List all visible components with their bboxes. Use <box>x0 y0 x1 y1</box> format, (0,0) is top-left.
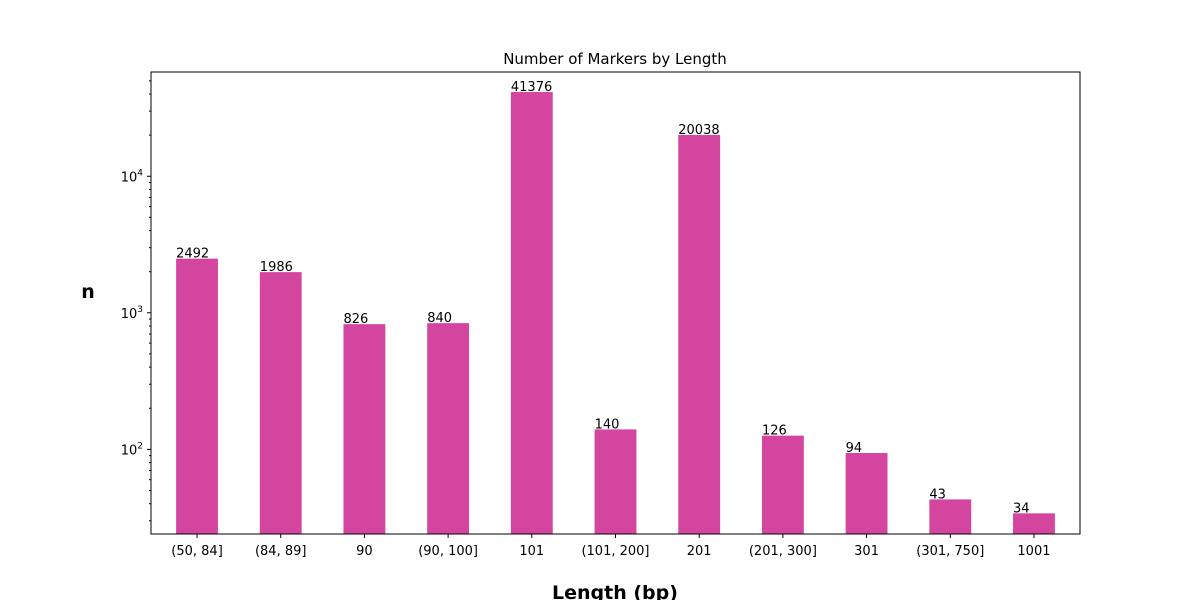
bar <box>845 453 888 534</box>
bar <box>259 272 302 534</box>
chart-title: Number of Markers by Length <box>503 50 727 68</box>
y-tick-label: 103 <box>121 305 143 322</box>
y-tick-base: 10 <box>121 170 138 185</box>
data-label: 34 <box>1013 501 1030 516</box>
bar <box>594 429 637 534</box>
x-tick-label: 90 <box>356 544 373 559</box>
x-ticks-group: (50, 84] (84, 89] 90 (90, 100] 101 (101, 200]… <box>171 534 1051 559</box>
x-tick-label: 201 <box>687 544 712 559</box>
x-tick-label: (50, 84] <box>171 544 223 559</box>
y-tick-base: 10 <box>121 307 138 322</box>
x-tick-label: (84, 89] <box>255 544 307 559</box>
x-tick-label: 301 <box>854 544 879 559</box>
x-tick-label: (101, 200] <box>581 544 649 559</box>
data-label: 140 <box>595 417 620 432</box>
data-label: 826 <box>343 312 368 327</box>
data-labels-group: 2492 1986 826 840 41376 140 20038 126 94 43 34 <box>176 80 1029 516</box>
data-label: 43 <box>929 487 946 502</box>
bar <box>1013 513 1055 534</box>
x-tick-label: (201, 300] <box>749 544 817 559</box>
y-tick-label: 102 <box>121 441 143 458</box>
y-tick-label: 104 <box>121 168 144 185</box>
data-label: 840 <box>427 311 452 326</box>
bar <box>176 258 218 534</box>
x-tick-label: (301, 750] <box>916 544 984 559</box>
bars-group <box>176 92 1055 535</box>
data-label: 126 <box>762 424 787 439</box>
x-axis-label: Length (bp) <box>552 582 678 600</box>
y-tick-exponent: 4 <box>137 168 143 178</box>
data-label: 2492 <box>176 247 209 262</box>
x-tick-label: 1001 <box>1017 544 1050 559</box>
bar <box>761 435 804 534</box>
x-tick-label: 101 <box>519 544 544 559</box>
y-axis-label: n <box>81 281 95 303</box>
data-label: 20038 <box>678 123 719 138</box>
x-tick-label: (90, 100] <box>418 544 478 559</box>
y-tick-exponent: 2 <box>137 441 143 451</box>
data-label: 1986 <box>260 260 293 275</box>
y-tick-exponent: 3 <box>137 305 143 315</box>
data-label: 41376 <box>511 80 552 95</box>
bar <box>510 92 553 534</box>
plot-frame <box>150 71 1081 535</box>
bar <box>343 324 386 534</box>
bar <box>929 499 972 534</box>
y-tick-base: 10 <box>121 443 138 458</box>
bar <box>427 323 470 534</box>
data-label: 94 <box>846 441 863 456</box>
bar <box>678 135 721 535</box>
